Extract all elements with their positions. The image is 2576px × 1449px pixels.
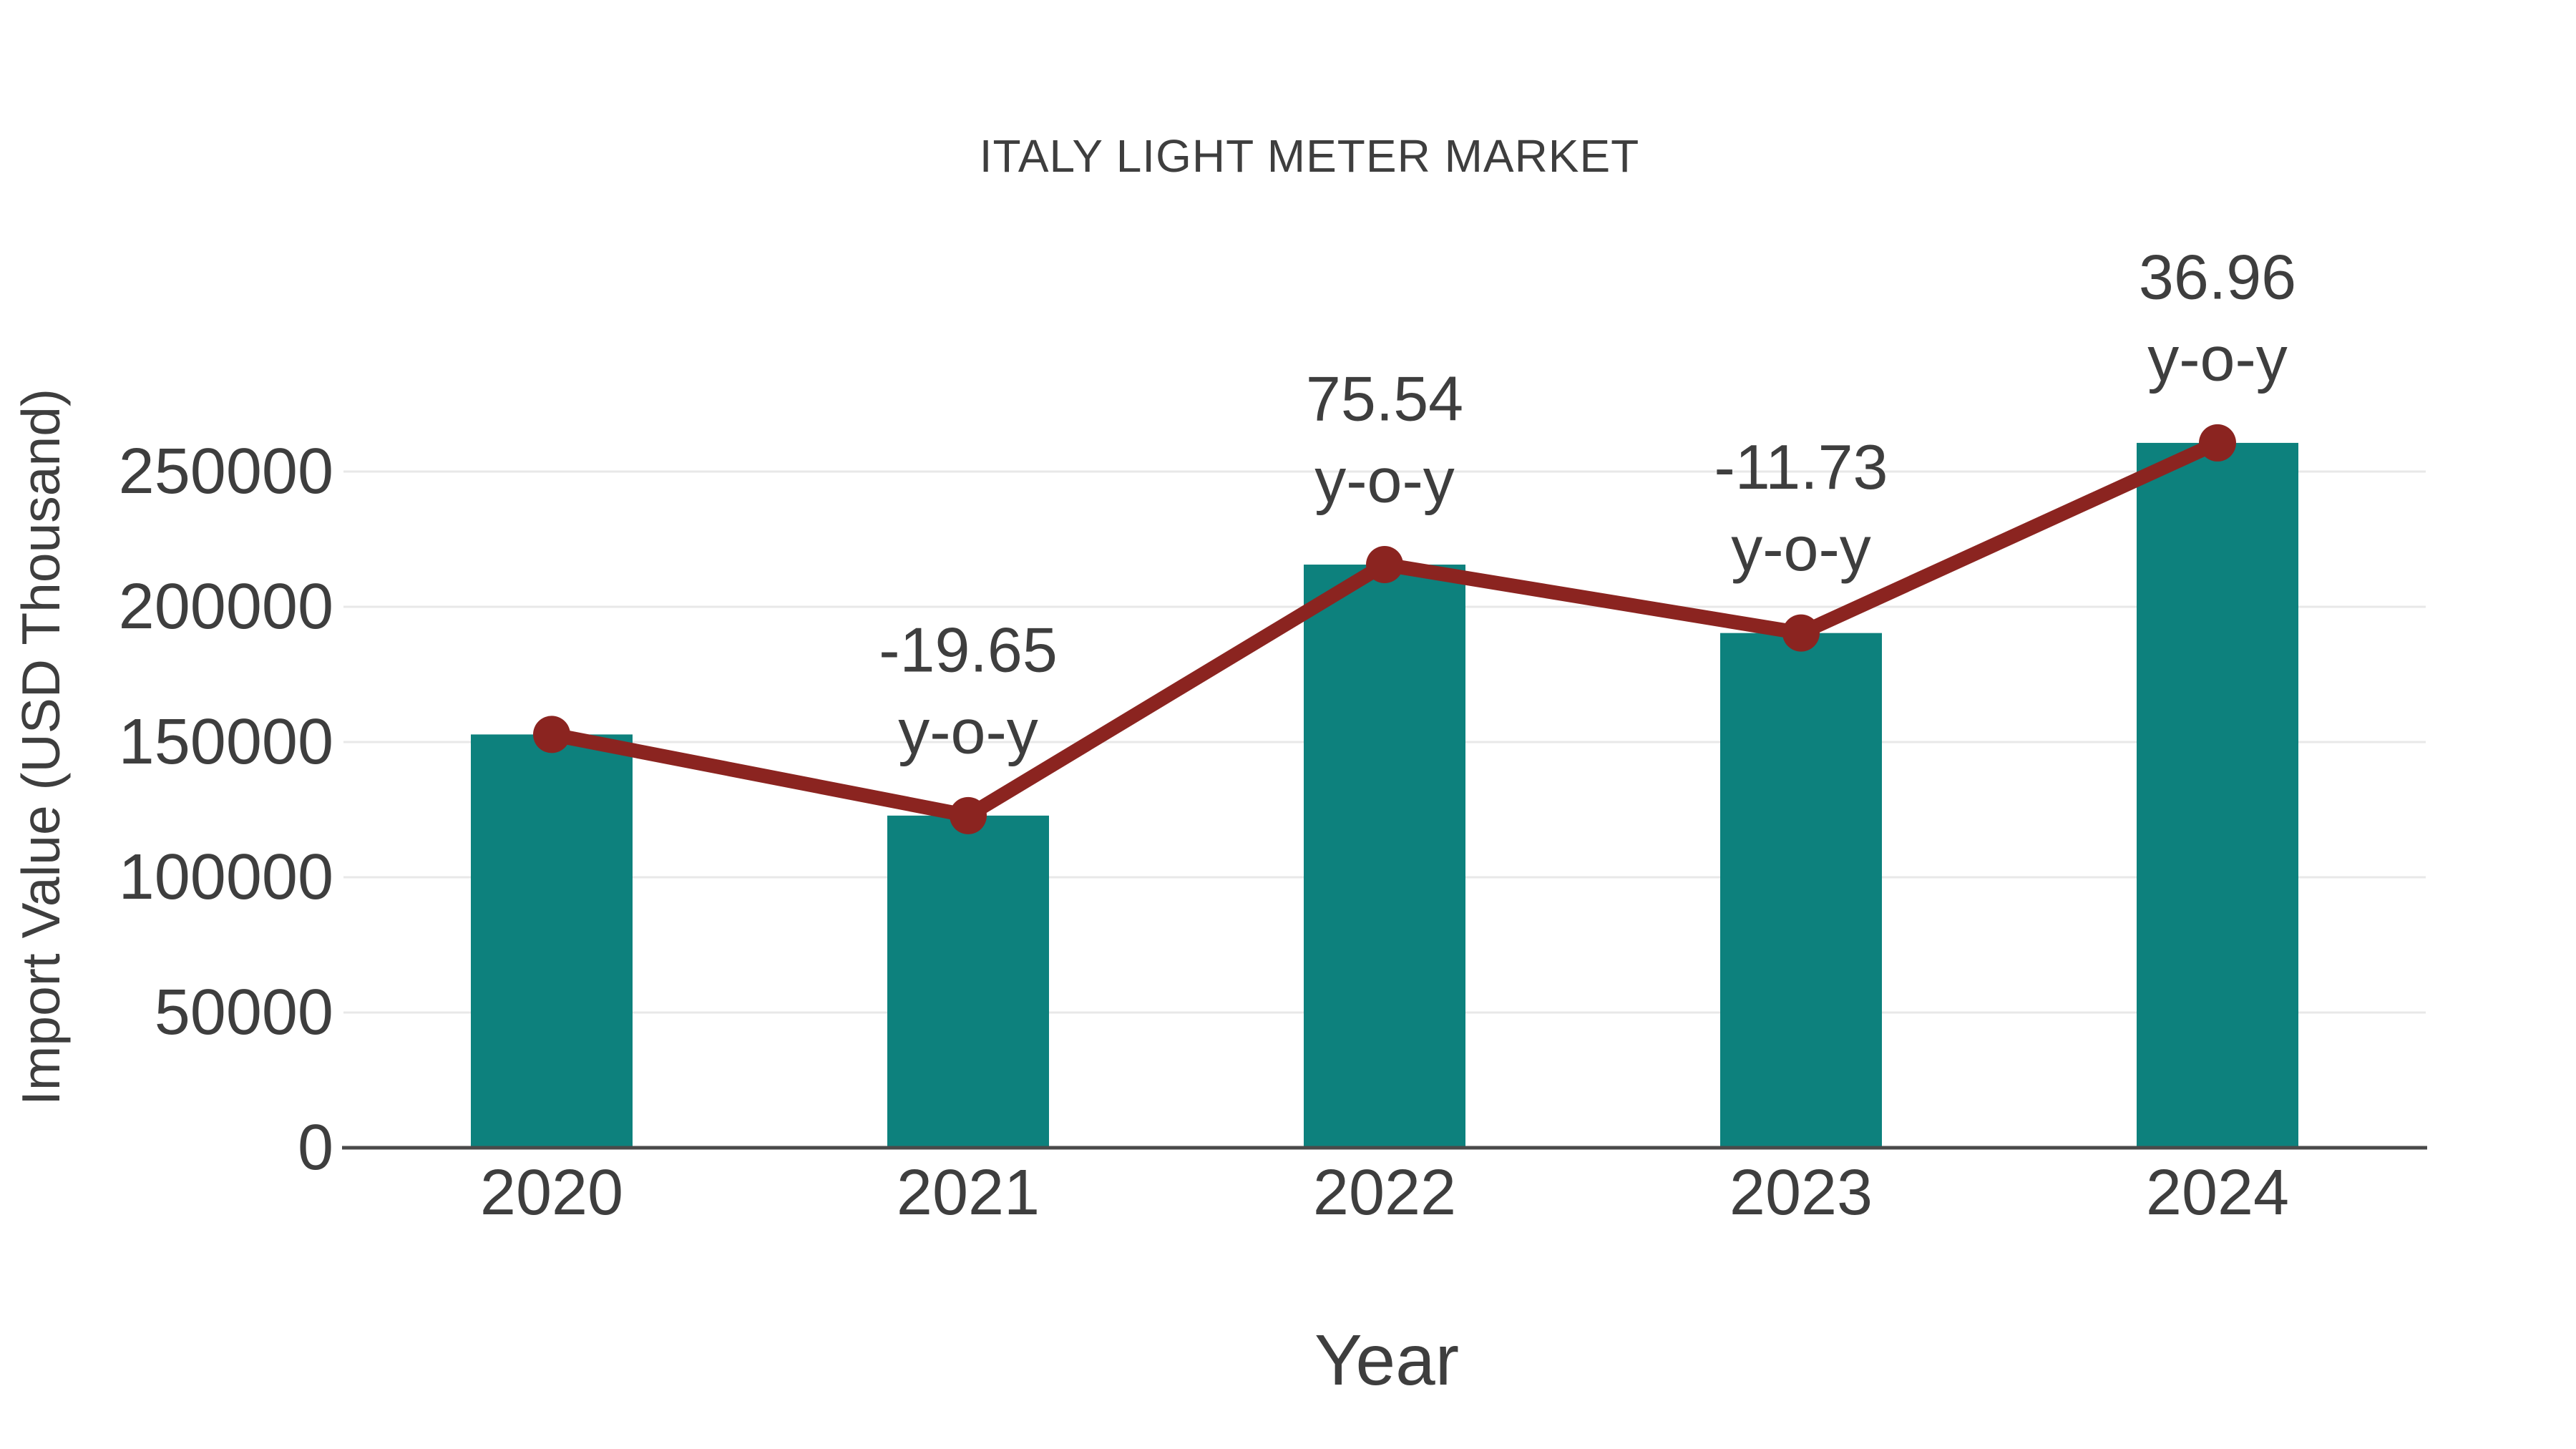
x-tick-label-2020: 2020	[480, 1157, 623, 1229]
y-tick-label-150000: 150000	[119, 706, 333, 778]
bar-2021	[887, 815, 1049, 1148]
annotation-2021-label: y-o-y	[898, 696, 1038, 766]
x-tick-label-2023: 2023	[1729, 1157, 1873, 1229]
annotation-2023-label: y-o-y	[1731, 513, 1871, 584]
x-axis-title: Year	[1314, 1320, 1459, 1400]
annotation-2024-label: y-o-y	[2147, 323, 2288, 394]
chart-title: ITALY LIGHT METER MARKET	[980, 130, 1640, 182]
annotation-2022-label: y-o-y	[1314, 445, 1455, 516]
annotation-2024-value: 36.96	[2139, 241, 2296, 312]
x-tick-label-2021: 2021	[897, 1157, 1040, 1229]
marker-2022	[1366, 546, 1403, 584]
annotation-2023-value: -11.73	[1714, 431, 1888, 502]
x-tick-label-2022: 2022	[1313, 1157, 1456, 1229]
y-tick-label-0: 0	[298, 1112, 333, 1184]
y-tick-label-250000: 250000	[119, 436, 333, 507]
axis-tick-labels: 0 50000 100000 150000 200000 250000 2020 2021 20…	[119, 436, 2289, 1229]
annotation-2022-value: 75.54	[1306, 364, 1463, 434]
x-tick-label-2024: 2024	[2146, 1157, 2289, 1229]
y-tick-label-200000: 200000	[119, 571, 333, 643]
line-markers	[533, 424, 2236, 834]
y-tick-label-50000: 50000	[155, 977, 333, 1048]
bar-2022	[1304, 565, 1465, 1148]
y-tick-label-100000: 100000	[119, 841, 333, 913]
bar-2020	[471, 734, 633, 1148]
marker-2020	[533, 716, 570, 753]
marker-2024	[2199, 424, 2236, 462]
bar-series	[471, 442, 2298, 1148]
marker-2021	[950, 796, 987, 834]
annotations: -19.65 y-o-y 75.54 y-o-y -11.73 y-o-y 36.96 y-o…	[879, 241, 2296, 766]
marker-2023	[1782, 614, 1820, 652]
bar-2024	[2137, 442, 2298, 1148]
bar-2023	[1720, 633, 1882, 1148]
annotation-2021-value: -19.65	[879, 614, 1058, 685]
y-axis-title: Import Value (USD Thousand)	[11, 389, 71, 1106]
